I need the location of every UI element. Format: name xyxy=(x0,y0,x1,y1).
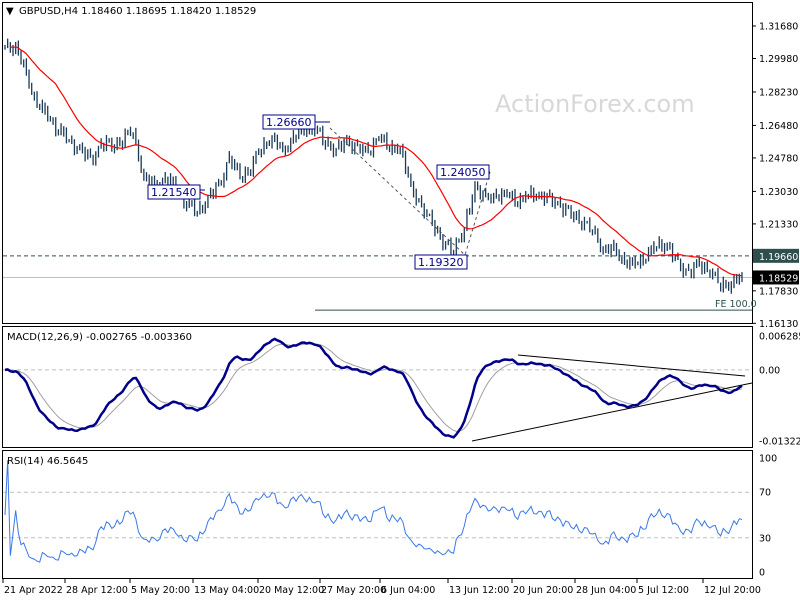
time-tick-label: 28 Apr 12:00 xyxy=(66,585,128,596)
swing-label: 1.19320 xyxy=(418,256,464,269)
macd-main-line xyxy=(4,337,743,439)
rsi-tick-label: 70 xyxy=(759,488,771,499)
swing-label-box xyxy=(262,114,316,130)
price-tick-label: 1.29980 xyxy=(759,54,798,65)
rsi-tick-label: 100 xyxy=(759,454,777,465)
rsi-title: RSI(14) 46.5645 xyxy=(7,456,88,467)
watermark: ActionForex.com xyxy=(495,90,695,118)
macd-title: MACD(12,26,9) -0.002765 -0.003360 xyxy=(7,332,192,343)
moving-average-line xyxy=(10,46,743,277)
price-tick-label: 1.23030 xyxy=(759,187,798,198)
price-tick-label: 1.31680 xyxy=(759,22,798,33)
macd-signal-line xyxy=(4,343,743,432)
current-price-label: 1.18529 xyxy=(759,273,798,284)
chart-layer: 1.31680 1.29980 1.28230 1.26480 1.24780 1.230… xyxy=(2,22,800,596)
main-panel xyxy=(2,2,753,324)
level-price-label: 1.19660 xyxy=(759,252,798,263)
time-tick-label: 28 Jun 04:00 xyxy=(576,585,636,596)
macd-lower-trendline xyxy=(471,382,753,442)
swing-label: 1.24050 xyxy=(440,166,486,179)
fe-label: FE 100.0 xyxy=(715,299,757,310)
macd-tick-label: 0.006285 xyxy=(759,332,800,343)
macd-tick-label: -0.013223 xyxy=(759,437,800,448)
time-tick-label: 27 May 20:00 xyxy=(321,585,386,596)
time-tick-label: 13 May 04:00 xyxy=(194,585,259,596)
rsi-line xyxy=(4,460,743,563)
time-tick-label: 20 Jun 20:00 xyxy=(513,585,573,596)
swing-label-box xyxy=(414,254,468,270)
price-tick-label: 1.21330 xyxy=(759,219,798,230)
price-tick-label: 1.17830 xyxy=(759,286,798,297)
time-tick-label: 5 Jul 12:00 xyxy=(638,585,689,596)
level-price-tag xyxy=(753,248,799,263)
macd-panel xyxy=(2,326,753,448)
swing-label-box xyxy=(147,184,201,200)
rsi-tick-label: 30 xyxy=(759,533,771,544)
rsi-tick-label: 0 xyxy=(759,568,765,579)
price-tick-label: 1.28230 xyxy=(759,87,798,98)
time-tick-label: 6 Jun 04:00 xyxy=(381,585,435,596)
price-tick-label: 1.26480 xyxy=(759,121,798,132)
swing-label: 1.26660 xyxy=(266,116,312,129)
macd-upper-trendline xyxy=(517,354,746,377)
swing-label-box xyxy=(436,164,490,180)
swing-label: 1.21540 xyxy=(151,186,197,199)
rsi-panel xyxy=(2,450,753,579)
dropdown-arrow-icon[interactable]: ▼ xyxy=(6,6,14,17)
current-price-tag xyxy=(753,270,799,285)
time-tick-label: 5 May 20:00 xyxy=(131,585,190,596)
price-tick-label: 1.16130 xyxy=(759,319,798,330)
price-tick-label: 1.24780 xyxy=(759,153,798,164)
time-tick-label: 20 May 12:00 xyxy=(259,585,324,596)
swing-dashed-line xyxy=(329,127,491,256)
time-tick-label: 12 Jul 20:00 xyxy=(704,585,761,596)
macd-tick-label: 0.00 xyxy=(759,365,780,376)
time-tick-label: 21 Apr 2022 xyxy=(4,585,63,596)
time-tick-label: 13 Jun 12:00 xyxy=(449,585,509,596)
symbol-header: GBPUSD,H4 1.18460 1.18695 1.18420 1.1852… xyxy=(19,6,256,17)
